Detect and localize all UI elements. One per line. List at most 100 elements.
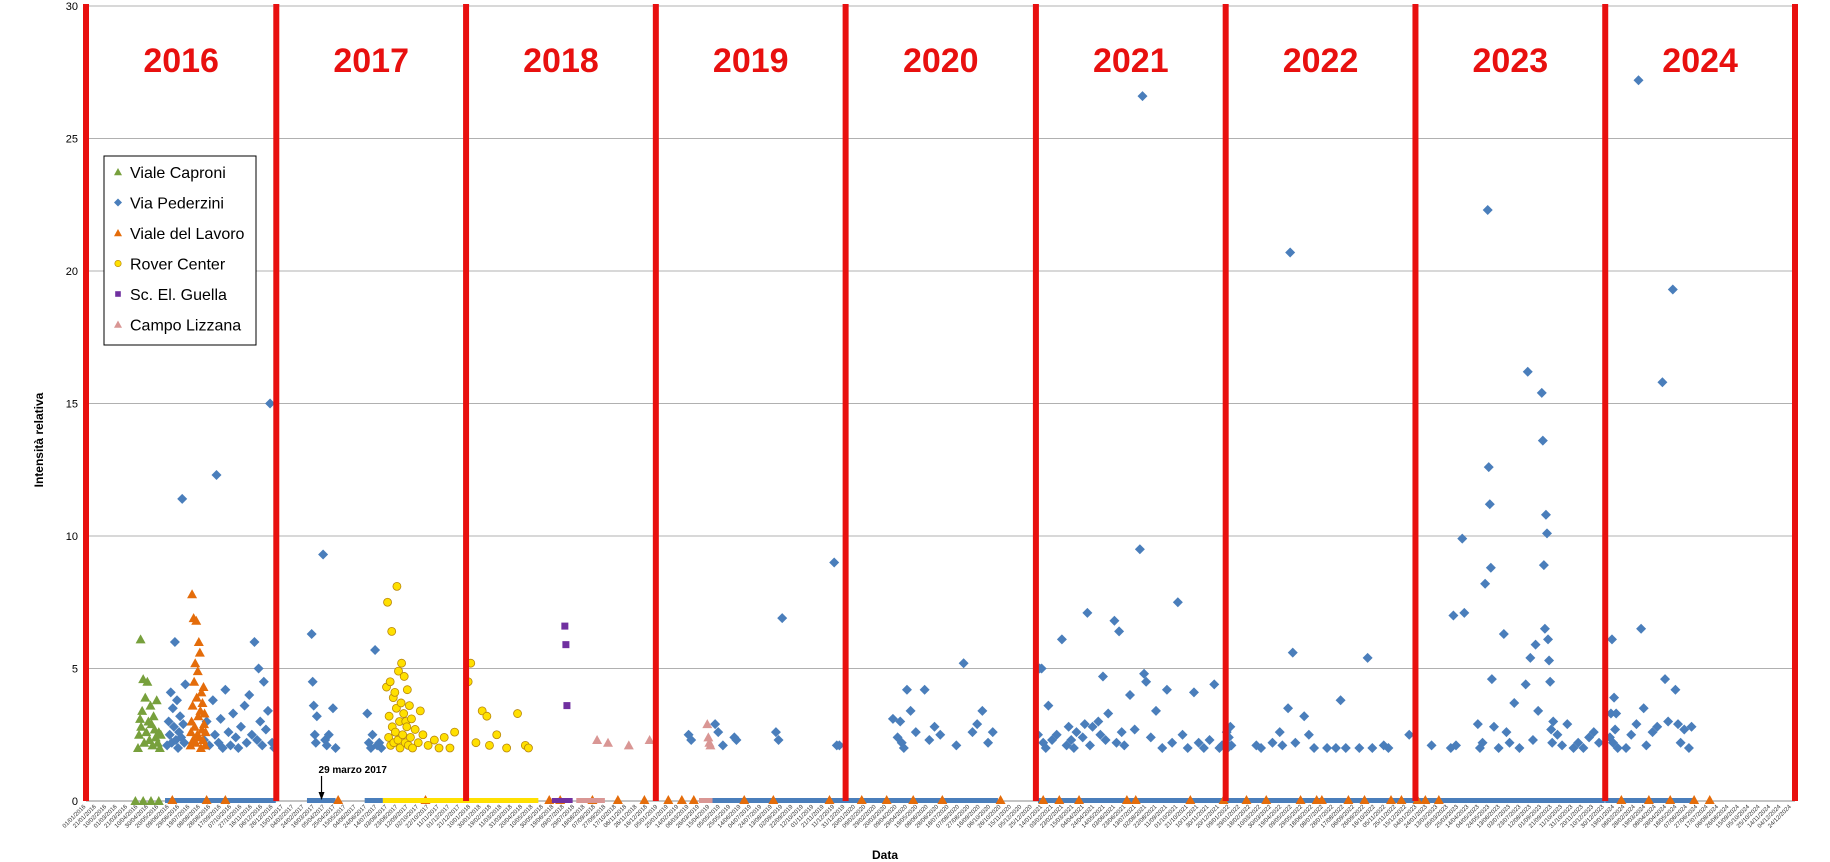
point-series-1 <box>1157 743 1168 753</box>
baseline-point-2 <box>1121 795 1132 804</box>
point-series-3 <box>434 743 444 753</box>
year-label: 2017 <box>333 42 409 80</box>
point-series-3 <box>406 733 415 742</box>
point-series-0 <box>134 729 145 739</box>
point-series-3 <box>385 677 395 687</box>
point-series-1 <box>323 729 334 740</box>
point-series-1 <box>1483 462 1494 473</box>
point-series-1 <box>1277 740 1288 751</box>
point-series-3 <box>383 597 392 607</box>
point-series-1 <box>1082 607 1093 618</box>
point-series-1 <box>1588 727 1599 738</box>
point-series-1 <box>910 727 921 738</box>
point-series-1 <box>1612 743 1623 753</box>
point-series-1 <box>225 740 236 751</box>
year-label: 2023 <box>1473 42 1549 80</box>
point-series-5 <box>703 732 714 742</box>
baseline-point-2 <box>201 795 212 804</box>
point-series-0 <box>145 700 156 710</box>
point-series-3 <box>402 722 412 732</box>
point-series-1 <box>686 735 697 746</box>
point-series-1 <box>1538 560 1549 571</box>
point-series-1 <box>1541 528 1552 539</box>
point-series-1 <box>1177 729 1188 740</box>
point-series-1 <box>1036 663 1047 674</box>
point-series-2 <box>190 658 201 668</box>
point-series-2 <box>189 721 200 731</box>
point-series-0 <box>148 711 159 721</box>
point-series-1 <box>260 724 271 735</box>
point-series-2 <box>196 687 207 697</box>
point-series-1 <box>1330 743 1341 753</box>
point-series-1 <box>1209 679 1220 690</box>
point-series-1 <box>1287 647 1298 658</box>
point-series-1 <box>1593 737 1604 748</box>
point-series-1 <box>1299 711 1310 722</box>
point-series-1 <box>1486 674 1497 685</box>
point-series-1 <box>713 727 724 738</box>
year-label: 2024 <box>1662 42 1738 80</box>
baseline-band-1 <box>306 798 336 803</box>
point-series-0 <box>154 743 165 752</box>
legend-marker <box>115 291 121 297</box>
point-series-1 <box>223 727 234 738</box>
point-series-1 <box>977 705 988 716</box>
point-series-1 <box>1084 740 1095 751</box>
point-series-1 <box>1525 652 1536 663</box>
point-series-1 <box>1077 732 1088 743</box>
point-series-1 <box>1362 652 1373 663</box>
point-series-0 <box>135 634 146 644</box>
point-series-1 <box>177 493 188 504</box>
baseline-point-2 <box>1261 795 1272 804</box>
legend-label: Viale del Lavoro <box>130 226 245 243</box>
point-series-1 <box>1145 732 1156 743</box>
annotation-label: 29 marzo 2017 <box>319 765 388 776</box>
point-series-1 <box>1161 684 1172 695</box>
point-series-1 <box>1172 597 1183 608</box>
point-series-0 <box>147 740 158 750</box>
point-series-1 <box>217 743 228 753</box>
point-series-3 <box>384 733 393 742</box>
point-series-1 <box>1472 719 1483 730</box>
point-series-1 <box>310 737 321 748</box>
point-series-3 <box>399 672 409 681</box>
point-series-1 <box>1322 743 1333 753</box>
point-series-1 <box>1097 671 1108 682</box>
point-series-0 <box>151 695 162 705</box>
point-series-1 <box>1611 708 1622 719</box>
baseline-point-2 <box>1386 795 1397 804</box>
point-series-3 <box>396 698 406 708</box>
y-tick-labels: 0 5 10 15 20 25 30 <box>66 1 78 808</box>
point-series-1 <box>777 613 788 624</box>
baseline-band-1 <box>165 798 276 803</box>
point-series-1 <box>1383 743 1394 753</box>
baseline-point-2 <box>1038 795 1049 804</box>
point-series-1 <box>244 690 255 700</box>
point-series-1 <box>1043 700 1054 711</box>
year-labels: 2016 2017 2018 2019 2020 2021 2022 2023 2024 <box>143 42 1738 80</box>
point-series-1 <box>253 663 264 674</box>
point-series-3 <box>398 730 408 740</box>
point-series-3 <box>404 701 414 710</box>
point-series-2 <box>194 647 205 657</box>
point-series-1 <box>1667 284 1678 295</box>
point-series-1 <box>215 713 226 724</box>
point-series-1 <box>1139 668 1150 679</box>
point-series-1 <box>1501 727 1512 738</box>
point-series-1 <box>958 658 969 669</box>
point-series-1 <box>376 743 387 753</box>
point-series-1 <box>318 549 329 560</box>
point-series-1 <box>1638 703 1649 714</box>
baseline-band-3 <box>382 798 539 803</box>
point-series-1 <box>1256 743 1267 753</box>
point-series-1 <box>1539 623 1550 634</box>
point-series-1 <box>307 676 318 687</box>
y-tick-label: 20 <box>66 266 78 278</box>
point-series-1 <box>1484 499 1495 510</box>
point-series-1 <box>1548 716 1559 727</box>
point-series-2 <box>199 719 210 729</box>
point-series-1 <box>1498 629 1509 640</box>
point-series-2 <box>187 700 198 710</box>
point-series-4 <box>563 702 571 710</box>
